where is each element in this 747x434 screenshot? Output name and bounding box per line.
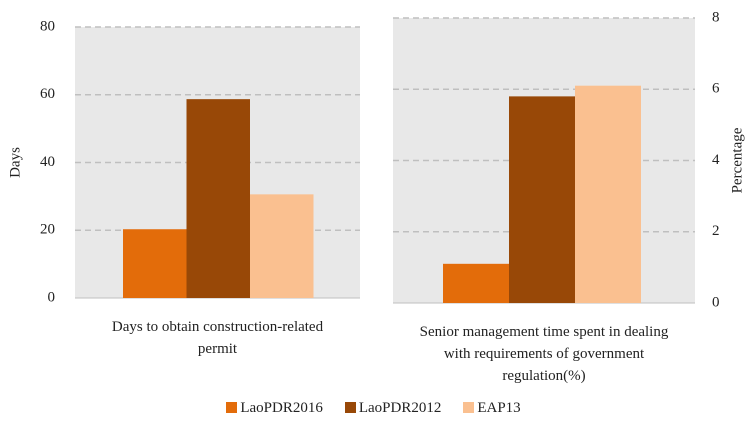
x-tick-label: Senior management time spent in dealing … bbox=[419, 324, 669, 384]
y-tick-label: 6 bbox=[712, 81, 720, 97]
y-axis-label: Days bbox=[7, 147, 23, 178]
y-tick-label: 8 bbox=[712, 9, 720, 25]
bar bbox=[250, 194, 314, 298]
y-tick-label: 2 bbox=[712, 223, 720, 239]
legend-label: LaoPDR2016 bbox=[240, 400, 323, 416]
legend-swatch bbox=[226, 402, 238, 413]
bar bbox=[575, 85, 641, 303]
legend-swatch bbox=[344, 402, 356, 413]
y-tick-label: 4 bbox=[712, 152, 720, 168]
bar bbox=[123, 229, 187, 298]
legend-label: EAP13 bbox=[477, 400, 521, 416]
bar bbox=[509, 96, 575, 303]
y-axis-label: Percentage bbox=[729, 127, 745, 193]
y-tick-label: 60 bbox=[40, 86, 55, 102]
x-tick-label: Days to obtain construction-related perm… bbox=[111, 319, 324, 357]
bar bbox=[443, 263, 509, 303]
y-tick-label: 0 bbox=[48, 289, 56, 305]
y-tick-label: 0 bbox=[712, 294, 720, 310]
legend-label: LaoPDR2012 bbox=[358, 400, 442, 416]
y-tick-label: 80 bbox=[40, 18, 55, 34]
legend-item: EAP13 bbox=[463, 400, 521, 417]
legend-item: LaoPDR2012 bbox=[344, 400, 442, 417]
y-tick-label: 40 bbox=[40, 154, 55, 170]
legend-item: LaoPDR2016 bbox=[226, 400, 323, 417]
y-tick-label: 20 bbox=[40, 222, 55, 238]
legend-swatch bbox=[463, 402, 475, 413]
bar bbox=[186, 99, 250, 298]
legend: LaoPDR2016 LaoPDR2012 EAP13 bbox=[0, 400, 747, 417]
